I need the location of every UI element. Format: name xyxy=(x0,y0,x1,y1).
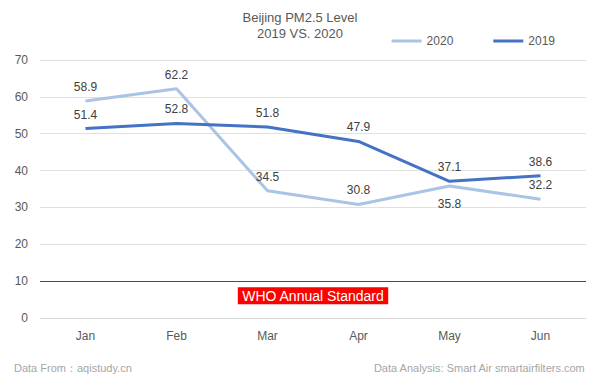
svg-text:32.2: 32.2 xyxy=(529,178,553,192)
svg-text:40: 40 xyxy=(15,164,29,178)
svg-text:35.8: 35.8 xyxy=(438,197,462,211)
svg-text:Beijing PM2.5 Level: Beijing PM2.5 Level xyxy=(243,10,358,25)
svg-text:37.1: 37.1 xyxy=(438,160,462,174)
svg-text:52.8: 52.8 xyxy=(165,102,189,116)
svg-text:Jun: Jun xyxy=(531,329,550,343)
svg-text:30.8: 30.8 xyxy=(347,183,371,197)
svg-text:47.9: 47.9 xyxy=(347,120,371,134)
svg-text:Mar: Mar xyxy=(257,329,278,343)
svg-text:20: 20 xyxy=(15,237,29,251)
svg-text:Apr: Apr xyxy=(349,329,368,343)
svg-text:60: 60 xyxy=(15,90,29,104)
svg-text:10: 10 xyxy=(15,274,29,288)
svg-text:WHO Annual Standard: WHO Annual Standard xyxy=(242,288,384,304)
svg-text:2019: 2019 xyxy=(528,34,555,48)
svg-text:34.5: 34.5 xyxy=(256,170,280,184)
svg-text:Feb: Feb xyxy=(166,329,187,343)
svg-text:2019 VS. 2020: 2019 VS. 2020 xyxy=(257,26,343,41)
svg-text:30: 30 xyxy=(15,200,29,214)
svg-text:2020: 2020 xyxy=(427,34,454,48)
svg-text:Data Analysis: Smart Air smart: Data Analysis: Smart Air smartairfilters… xyxy=(374,362,585,374)
svg-text:0: 0 xyxy=(21,311,28,325)
svg-text:70: 70 xyxy=(15,53,29,67)
svg-text:Data From：aqistudy.cn: Data From：aqistudy.cn xyxy=(14,362,132,374)
svg-text:62.2: 62.2 xyxy=(165,68,189,82)
svg-text:58.9: 58.9 xyxy=(74,80,98,94)
svg-text:May: May xyxy=(438,329,461,343)
svg-text:Jan: Jan xyxy=(76,329,95,343)
svg-text:50: 50 xyxy=(15,127,29,141)
svg-text:51.8: 51.8 xyxy=(256,106,280,120)
svg-text:38.6: 38.6 xyxy=(529,155,553,169)
svg-text:51.4: 51.4 xyxy=(74,108,98,122)
